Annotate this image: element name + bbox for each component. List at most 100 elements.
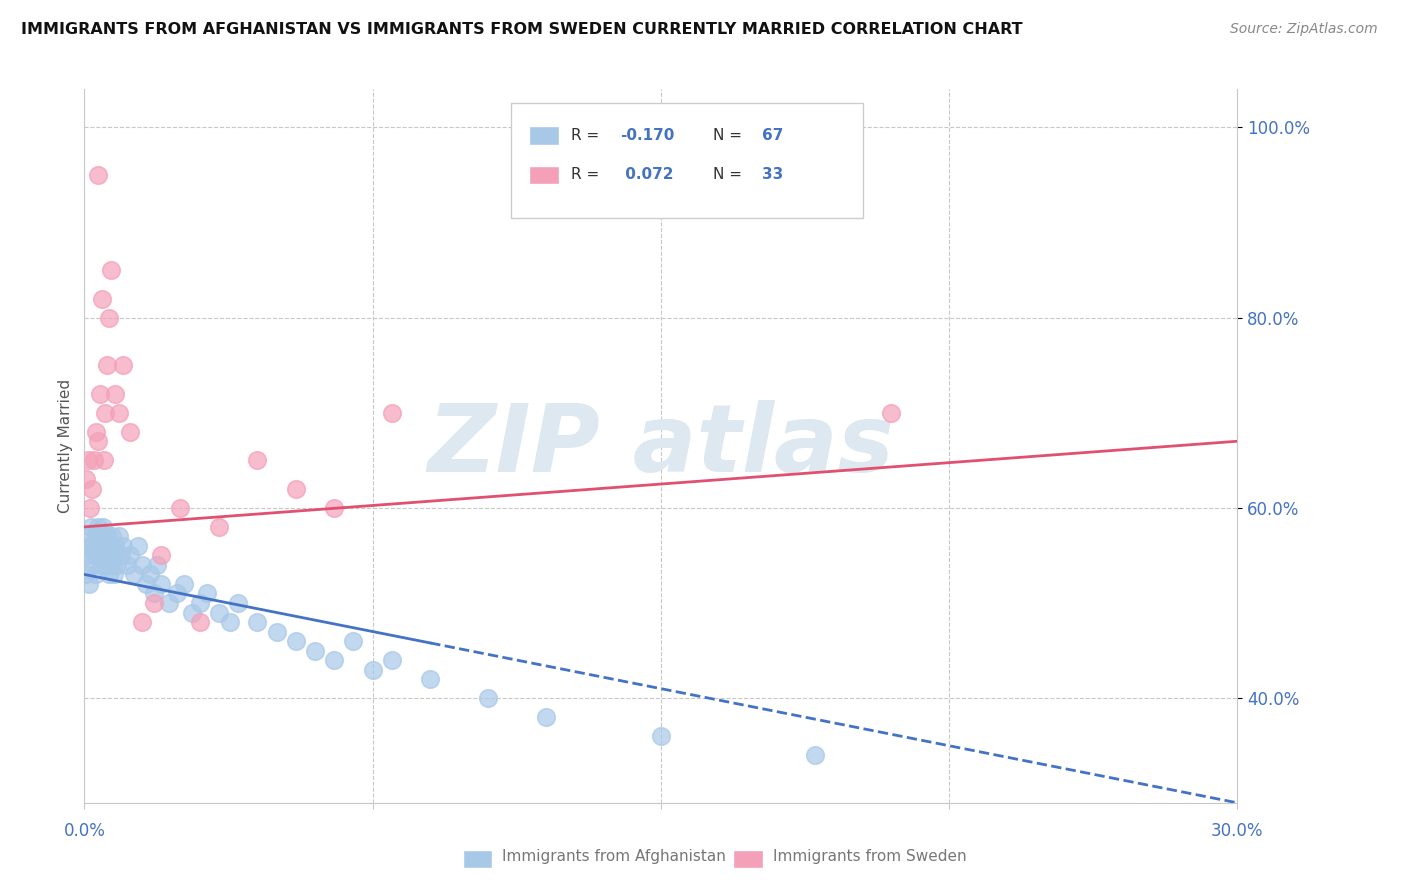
Point bbox=[534, 710, 557, 724]
Point bbox=[111, 358, 134, 372]
Point bbox=[173, 577, 195, 591]
Point bbox=[80, 558, 103, 572]
Point bbox=[650, 729, 672, 743]
Text: ZIP atlas: ZIP atlas bbox=[427, 400, 894, 492]
Text: IMMIGRANTS FROM AFGHANISTAN VS IMMIGRANTS FROM SWEDEN CURRENTLY MARRIED CORRELAT: IMMIGRANTS FROM AFGHANISTAN VS IMMIGRANT… bbox=[21, 22, 1022, 37]
Point bbox=[96, 358, 118, 372]
Point bbox=[90, 539, 112, 553]
Point bbox=[96, 529, 118, 543]
Point bbox=[135, 577, 157, 591]
Text: 67: 67 bbox=[762, 128, 783, 143]
Point bbox=[226, 596, 249, 610]
Point bbox=[142, 586, 165, 600]
Point bbox=[266, 624, 288, 639]
FancyBboxPatch shape bbox=[463, 850, 492, 869]
Point bbox=[104, 539, 127, 553]
Point bbox=[101, 529, 124, 543]
Point bbox=[75, 472, 97, 486]
Text: R =: R = bbox=[571, 168, 605, 182]
Point bbox=[803, 748, 825, 763]
Point bbox=[77, 577, 100, 591]
Text: 0.072: 0.072 bbox=[620, 168, 673, 182]
Point bbox=[381, 406, 404, 420]
Point bbox=[93, 453, 115, 467]
Point bbox=[84, 425, 107, 439]
Point bbox=[323, 500, 346, 515]
Point bbox=[115, 558, 138, 572]
Point bbox=[108, 529, 131, 543]
Point bbox=[100, 558, 122, 572]
Point bbox=[246, 615, 269, 629]
Point bbox=[93, 549, 115, 563]
Point bbox=[77, 549, 100, 563]
Point bbox=[93, 529, 115, 543]
Point bbox=[91, 520, 114, 534]
Point bbox=[97, 549, 120, 563]
Point bbox=[84, 529, 107, 543]
Point bbox=[304, 643, 326, 657]
Text: 30.0%: 30.0% bbox=[1211, 822, 1264, 840]
Point bbox=[169, 500, 191, 515]
Point bbox=[100, 539, 122, 553]
Point bbox=[381, 653, 404, 667]
Point bbox=[124, 567, 146, 582]
Text: R =: R = bbox=[571, 128, 605, 143]
Point bbox=[150, 577, 173, 591]
Point bbox=[87, 549, 110, 563]
FancyBboxPatch shape bbox=[510, 103, 863, 218]
Point bbox=[83, 453, 105, 467]
Point bbox=[96, 558, 118, 572]
Point bbox=[87, 520, 110, 534]
Point bbox=[105, 558, 128, 572]
Text: Immigrants from Afghanistan: Immigrants from Afghanistan bbox=[502, 849, 725, 863]
Point bbox=[880, 406, 903, 420]
Point bbox=[323, 653, 346, 667]
Point bbox=[131, 615, 153, 629]
Y-axis label: Currently Married: Currently Married bbox=[58, 379, 73, 513]
Point bbox=[87, 434, 110, 449]
Text: 0.0%: 0.0% bbox=[63, 822, 105, 840]
Point bbox=[361, 663, 384, 677]
Point bbox=[94, 406, 117, 420]
Point bbox=[127, 539, 149, 553]
Point bbox=[111, 539, 134, 553]
Point bbox=[100, 263, 122, 277]
Point bbox=[150, 549, 173, 563]
Point bbox=[120, 549, 142, 563]
Text: Source: ZipAtlas.com: Source: ZipAtlas.com bbox=[1230, 22, 1378, 37]
Point bbox=[98, 310, 121, 325]
Point bbox=[76, 529, 98, 543]
Point bbox=[80, 482, 103, 496]
Point bbox=[157, 596, 180, 610]
Point bbox=[120, 425, 142, 439]
Point bbox=[77, 453, 100, 467]
Point bbox=[82, 539, 104, 553]
Point bbox=[188, 615, 211, 629]
Point bbox=[75, 567, 97, 582]
Point bbox=[103, 549, 124, 563]
Point bbox=[108, 406, 131, 420]
Point bbox=[208, 606, 231, 620]
Point bbox=[208, 520, 231, 534]
Point bbox=[188, 596, 211, 610]
Point bbox=[89, 558, 111, 572]
Point bbox=[90, 292, 112, 306]
Point bbox=[166, 586, 188, 600]
Point bbox=[94, 539, 117, 553]
Text: N =: N = bbox=[713, 168, 747, 182]
Point bbox=[80, 520, 103, 534]
Point bbox=[110, 549, 132, 563]
Point bbox=[79, 539, 101, 553]
Point bbox=[477, 691, 499, 706]
Point bbox=[195, 586, 218, 600]
Point bbox=[98, 567, 121, 582]
Point bbox=[103, 567, 125, 582]
Point bbox=[284, 482, 307, 496]
Point bbox=[84, 567, 107, 582]
Point bbox=[89, 529, 111, 543]
Point bbox=[181, 606, 204, 620]
Point bbox=[342, 634, 364, 648]
FancyBboxPatch shape bbox=[530, 127, 560, 145]
Text: 33: 33 bbox=[762, 168, 783, 182]
Point bbox=[87, 168, 110, 182]
